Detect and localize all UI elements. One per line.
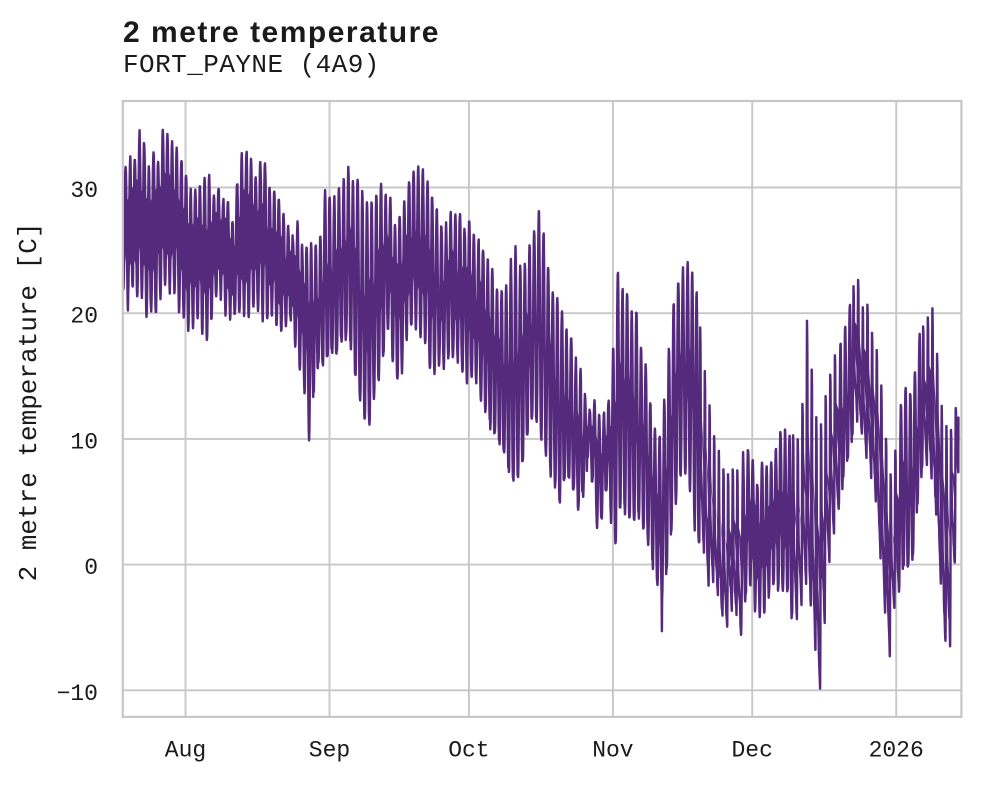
svg-text:Sep: Sep xyxy=(309,738,350,764)
svg-text:Aug: Aug xyxy=(165,738,206,764)
svg-text:10: 10 xyxy=(70,429,98,455)
svg-text:FORT_PAYNE (4A9): FORT_PAYNE (4A9) xyxy=(123,50,380,80)
svg-text:Dec: Dec xyxy=(731,738,772,764)
svg-text:Oct: Oct xyxy=(448,738,489,764)
svg-text:2 metre temperature [C]: 2 metre temperature [C] xyxy=(14,223,44,582)
svg-text:20: 20 xyxy=(70,304,98,330)
svg-text:30: 30 xyxy=(70,178,98,204)
svg-text:2 metre temperature: 2 metre temperature xyxy=(123,16,440,49)
svg-text:−10: −10 xyxy=(57,681,98,707)
svg-text:0: 0 xyxy=(84,555,98,581)
svg-text:Nov: Nov xyxy=(592,738,634,764)
svg-text:2026: 2026 xyxy=(869,738,924,764)
